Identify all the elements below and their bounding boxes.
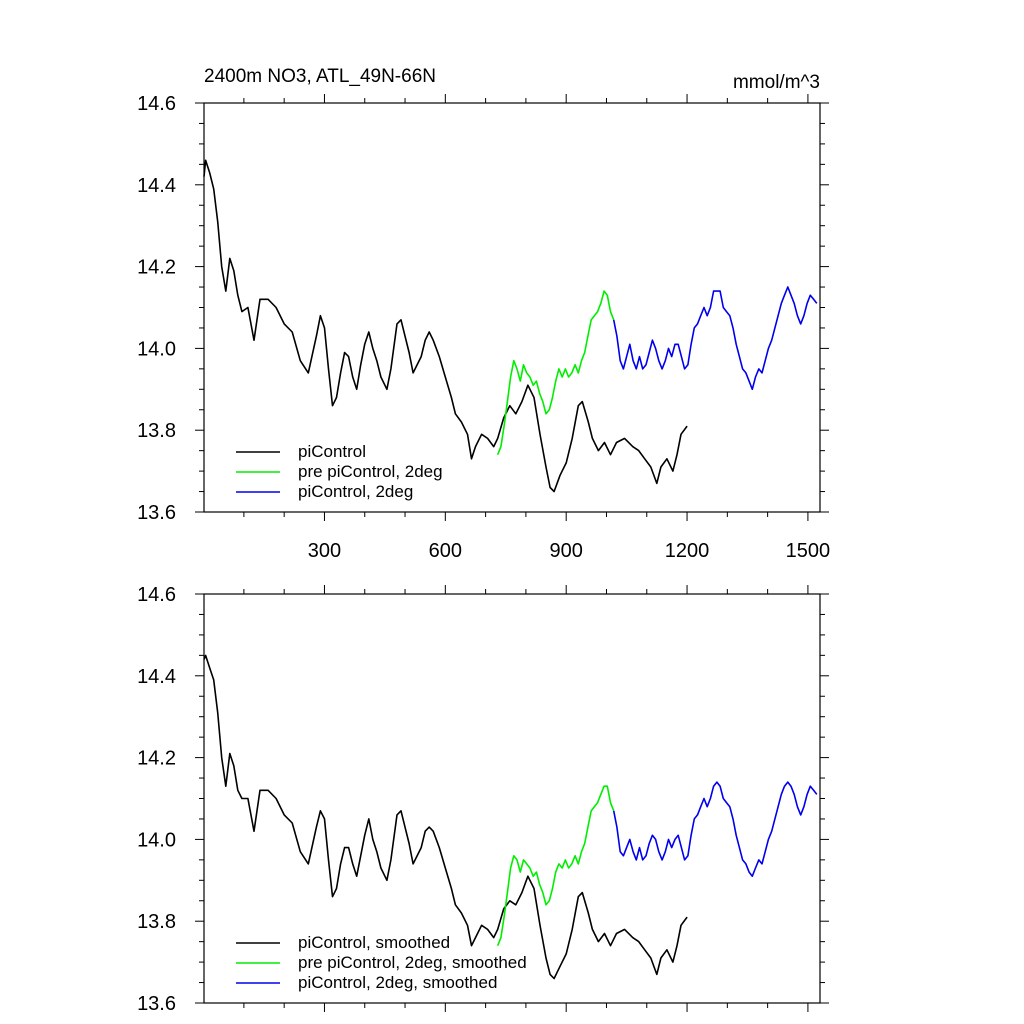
- series-line: [203, 654, 688, 980]
- x-tick-label: 300: [308, 540, 341, 562]
- y-tick-label: 13.6: [137, 993, 176, 1015]
- series-line: [496, 785, 615, 946]
- x-tick-label: 1200: [665, 540, 710, 562]
- bottom-panel: 13.6 13.8 14.0 14.2 14.4 14.6 piControl, smoot…: [137, 584, 829, 1015]
- chart-title: 2400m NO3, ATL_49N-66N: [204, 66, 436, 87]
- units-label: mmol/m^3: [733, 72, 820, 93]
- series-line: [612, 781, 818, 877]
- legend-label: pre piControl, 2deg, smoothed: [298, 953, 527, 972]
- y-tick-label: 14.2: [137, 257, 176, 279]
- y-tick-label: 14.0: [137, 829, 176, 851]
- legend-label: piControl, 2deg, smoothed: [298, 973, 497, 992]
- series-line: [203, 159, 688, 493]
- x-tick-label: 900: [549, 540, 582, 562]
- series-line: [496, 290, 615, 455]
- x-tick-label: 1500: [786, 540, 831, 562]
- plot-area: 13.6 13.8 14.0 14.2 14.4 14.6 piControl, smoot…: [137, 584, 829, 1015]
- y-tick-label: 14.4: [137, 175, 176, 197]
- y-tick-label: 13.6: [137, 502, 176, 524]
- legend-label: pre piControl, 2deg: [298, 462, 443, 481]
- y-tick-label: 14.6: [137, 584, 176, 606]
- y-tick-label: 13.8: [137, 911, 176, 933]
- y-tick-label: 14.4: [137, 666, 176, 688]
- y-tick-label: 14.2: [137, 748, 176, 770]
- x-tick-label: 600: [429, 540, 462, 562]
- y-tick-label: 13.8: [137, 420, 176, 442]
- legend-label: piControl: [298, 442, 366, 461]
- y-tick-label: 14.6: [137, 93, 176, 115]
- legend-label: piControl, 2deg: [298, 482, 413, 501]
- plot-area: 300 600 900 1200 1500 13.6 13.8 14.0 14.2 14.4 14.…: [137, 93, 830, 562]
- series-line: [612, 286, 818, 391]
- legend-label: piControl, smoothed: [298, 933, 450, 952]
- y-tick-label: 14.0: [137, 338, 176, 360]
- top-panel: 2400m NO3, ATL_49N-66N mmol/m^3 300 600 90…: [137, 66, 830, 562]
